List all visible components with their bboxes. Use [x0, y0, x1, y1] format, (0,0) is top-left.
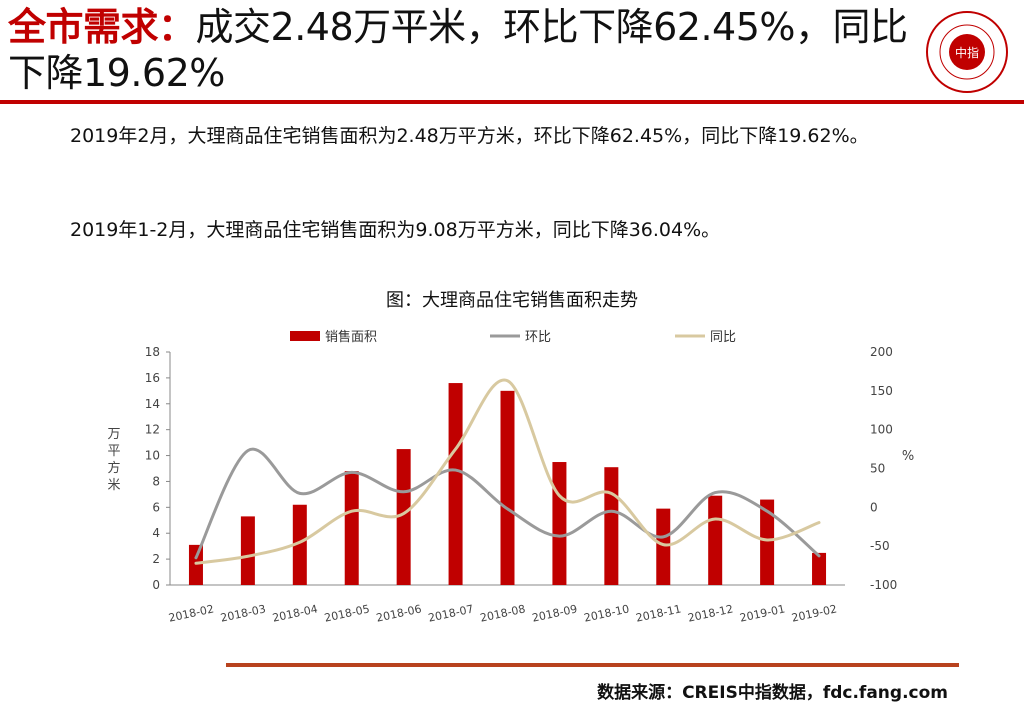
legend-label: 同比 [710, 330, 736, 345]
china-index-academy-logo: 中指 [926, 11, 1008, 93]
right-tick-label: 50 [870, 462, 885, 476]
bar-sales-area [448, 383, 463, 585]
x-tick-label: 2018-11 [635, 602, 683, 624]
right-tick-label: -50 [870, 539, 890, 553]
bar-sales-area [292, 504, 307, 585]
left-tick-label: 10 [145, 449, 160, 463]
bottom-divider [226, 663, 959, 667]
bar-sales-area [708, 495, 723, 585]
x-tick-label: 2019-02 [790, 602, 838, 624]
left-tick-label: 6 [152, 500, 160, 514]
x-tick-label: 2018-08 [479, 602, 527, 624]
title-highlight: 全市需求： [8, 5, 196, 49]
left-tick-label: 16 [145, 371, 160, 385]
x-tick-label: 2018-09 [531, 602, 579, 624]
x-tick-label: 2018-04 [271, 602, 319, 624]
x-tick-label: 2018-12 [687, 602, 735, 624]
chart-title: 图：大理商品住宅销售面积走势 [386, 290, 638, 311]
y2-axis-label: % [902, 449, 914, 464]
bar-sales-area [552, 462, 567, 585]
left-tick-label: 8 [152, 474, 160, 488]
bar-sales-area [240, 516, 255, 585]
line-yoy [194, 378, 821, 565]
right-tick-label: 200 [870, 345, 893, 359]
left-tick-label: 0 [152, 578, 160, 592]
x-tick-label: 2018-06 [375, 602, 423, 624]
x-tick-label: 2018-05 [323, 602, 371, 624]
bar-sales-area [344, 471, 359, 585]
legend-swatch-sales-area [290, 331, 320, 341]
left-tick-label: 18 [145, 345, 160, 359]
right-tick-label: 100 [870, 423, 893, 437]
left-tick-label: 2 [152, 552, 160, 566]
legend-label: 销售面积 [325, 329, 377, 345]
bar-sales-area [396, 449, 411, 585]
bar-sales-area [500, 390, 515, 585]
title-divider [0, 100, 1024, 104]
bar-sales-area [812, 552, 827, 585]
sales-area-chart: 0 2 4 6 8 10 12 14 16 18 -100 -50 0 50 100 150 200 万平方米% 2… [107, 329, 914, 625]
legend-label: 环比 [525, 330, 551, 345]
paragraph-2: 2019年1-2月，大理商品住宅销售面积为9.08万平方米，同比下降36.04%… [70, 219, 721, 241]
left-tick-label: 12 [145, 423, 160, 437]
x-tick-label: 2019-01 [739, 602, 787, 624]
page-title: 全市需求：成交2.48万平米，环比下降62.45%，同比下降19.62% [8, 4, 908, 96]
right-tick-label: -100 [870, 578, 897, 592]
x-tick-label: 2018-10 [583, 602, 631, 624]
bar-sales-area [604, 467, 619, 585]
logo-text: 中指 [955, 45, 979, 60]
right-tick-label: 150 [870, 384, 893, 398]
y-axis-label: 万平方米 [107, 427, 120, 493]
right-tick-label: 0 [870, 500, 878, 514]
bar-sales-area [760, 499, 775, 585]
line-mom [194, 447, 821, 560]
x-tick-label: 2018-02 [167, 602, 215, 624]
left-tick-label: 14 [145, 397, 160, 411]
bar-sales-area [188, 544, 203, 585]
paragraph-1: 2019年2月，大理商品住宅销售面积为2.48万平方米，环比下降62.45%，同… [70, 125, 869, 147]
left-tick-label: 4 [152, 526, 160, 540]
title-text: 成交2.48万平米，环比下降62.45%，同比下降19.62% [8, 5, 908, 95]
x-tick-label: 2018-07 [427, 602, 475, 624]
bar-sales-area [656, 508, 671, 585]
x-tick-label: 2018-03 [219, 602, 267, 624]
data-source: 数据来源：CREIS中指数据，fdc.fang.com [597, 683, 948, 703]
